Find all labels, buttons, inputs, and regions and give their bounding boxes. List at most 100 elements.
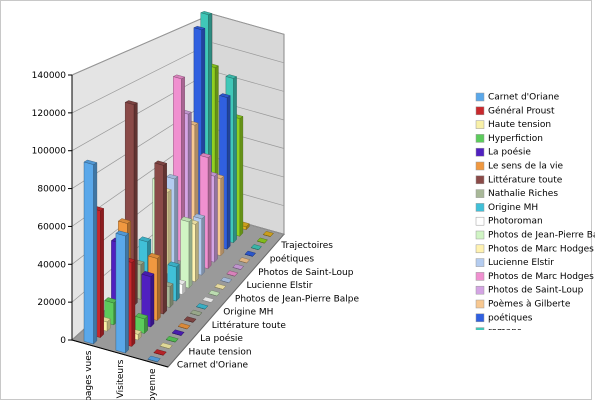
legend-label: Le sens de la vie (488, 162, 564, 172)
legend-label: poétiques (488, 312, 533, 323)
legend-swatch (475, 313, 485, 323)
legend-swatch (475, 189, 485, 198)
bar-front (196, 306, 205, 310)
x-tick-label: Visiteurs (116, 359, 126, 398)
bar (159, 342, 173, 349)
y-tick-label: 100000 (32, 147, 67, 157)
legend-swatch (475, 272, 485, 281)
plot-area: 0 20000 40000 60000 80000 100000 120000 140000 p… (32, 11, 360, 400)
legend-swatch (475, 299, 485, 309)
bar (244, 250, 256, 257)
bar (183, 316, 197, 323)
legend-label: Haute tension (488, 120, 551, 130)
depth-tick-label: Lucienne Elstir (247, 281, 313, 291)
bar-front (159, 345, 170, 349)
legend-label: romans (488, 327, 522, 337)
legend-label: La poésie (488, 147, 531, 158)
bar (202, 296, 215, 303)
bar (153, 349, 167, 356)
legend-swatch (475, 147, 485, 157)
bar-side (201, 215, 206, 276)
bar (167, 261, 180, 302)
bar (226, 270, 239, 277)
grid-line (71, 42, 285, 114)
legend-swatch (475, 244, 485, 254)
legend-label: Photos de Marc Hodges (1 (488, 244, 600, 254)
bar-front (165, 339, 176, 343)
y-tick-label: 140000 (32, 71, 67, 81)
y-tick-label: 120000 (32, 109, 67, 119)
bar-side (233, 76, 237, 244)
y-tick-label: 60000 (37, 222, 66, 232)
bar-side (220, 175, 225, 257)
bar (134, 313, 149, 334)
legend-label: Photos de Saint-Loup (488, 286, 584, 296)
legend-label: Nathalie Riches (488, 189, 558, 199)
legend-swatch (475, 258, 485, 267)
bar-side (239, 116, 244, 237)
bar (250, 244, 262, 251)
legend-label: Général Proust (488, 105, 555, 116)
bar (147, 355, 161, 363)
depth-tick-label: Origine MH (223, 308, 273, 318)
bar (141, 271, 155, 328)
x-tick-label: Moyenne (148, 368, 158, 400)
bar (232, 263, 244, 270)
bar-side (93, 162, 98, 345)
bar-side (156, 255, 161, 321)
legend-swatch (475, 120, 485, 129)
legend-swatch (475, 285, 485, 295)
depth-tick-label: Photos de Saint-Loup (258, 268, 354, 278)
bar-side (169, 283, 174, 309)
legend-label: Photoroman (488, 217, 543, 227)
bar-side (131, 259, 136, 347)
bar (208, 290, 221, 297)
legend-swatch (475, 161, 485, 171)
legend-label: Photos de Jean-Pierre Balp (488, 231, 600, 241)
bar-side (188, 218, 193, 289)
bar-front (244, 254, 253, 257)
legend-swatch (475, 327, 485, 330)
legend-label: Poèmes à Gilberte (488, 299, 571, 310)
bar-front (190, 313, 200, 316)
x-tick-label: pages vues (84, 350, 94, 400)
bar-side (167, 189, 172, 275)
bar-side (163, 162, 167, 315)
bar-front (184, 319, 194, 323)
bar-side (207, 154, 212, 270)
legend-swatch (475, 134, 485, 143)
bar-side (214, 173, 218, 263)
bar (262, 231, 274, 237)
legend-label: Littérature toute (488, 174, 563, 185)
bar-side (100, 208, 104, 339)
depth-tick-label: Carnet d'Oriane (177, 361, 249, 371)
depth-tick-label: La poésie (200, 333, 243, 344)
bar (165, 336, 179, 343)
legend-swatch (475, 216, 485, 226)
bar-front (257, 240, 265, 244)
legend-swatch (475, 92, 485, 102)
bar (115, 230, 130, 354)
bar-front (180, 219, 190, 289)
bar (214, 283, 227, 290)
legend: Carnet d'Oriane Général Proust Haute tensi… (475, 92, 600, 337)
grid-line (71, 13, 285, 76)
bar-front (115, 233, 126, 354)
bar-side (174, 176, 179, 269)
bar-front (171, 332, 182, 336)
legend-label: Origine MH (488, 203, 538, 213)
bar (220, 276, 233, 284)
depth-tick-label: poétiques (270, 253, 315, 264)
bar (256, 237, 268, 244)
depth-tick-label: Littérature toute (212, 320, 287, 331)
y-tick-label: 0 (60, 336, 66, 346)
y-tick-label: 40000 (37, 260, 66, 270)
legend-swatch (475, 106, 485, 116)
bar-front (147, 359, 158, 363)
bar-side (226, 95, 231, 250)
y-tick-label: 20000 (37, 298, 66, 308)
legend-label: Hyperfiction (488, 134, 543, 144)
bar-side (125, 232, 129, 354)
bar-front (202, 300, 211, 303)
